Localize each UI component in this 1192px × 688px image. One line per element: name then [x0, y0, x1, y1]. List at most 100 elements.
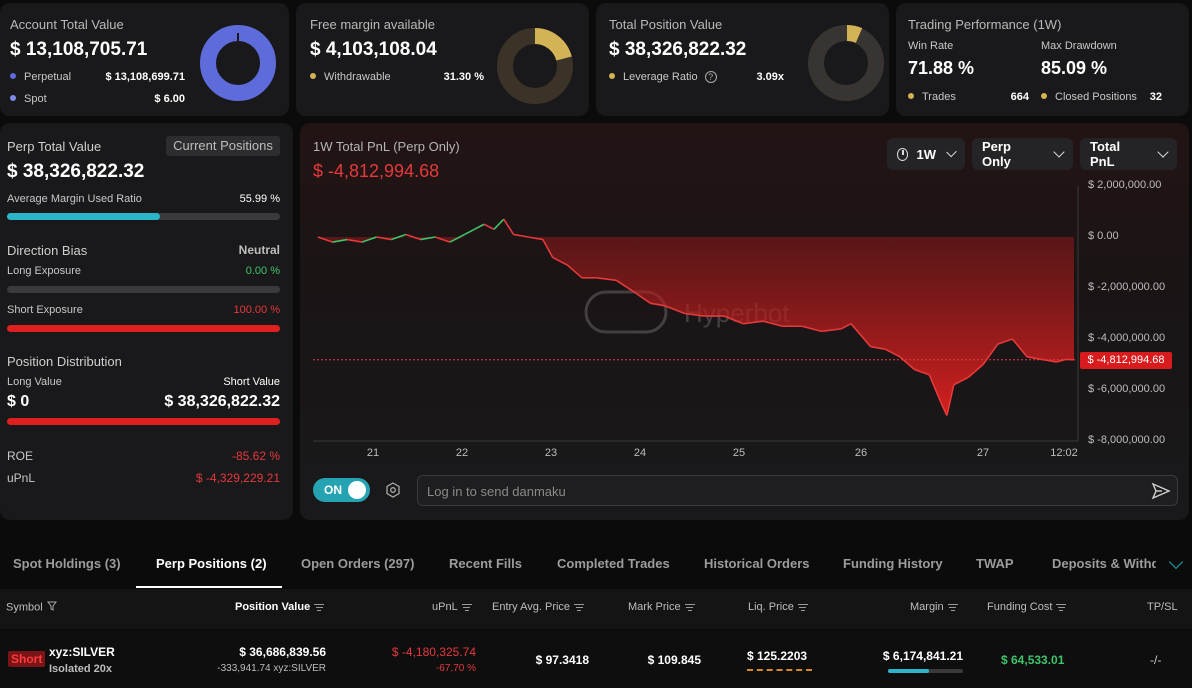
pnl-line-segment	[870, 345, 886, 350]
pnl-line-segment	[483, 223, 495, 231]
pnl-line-segment	[1026, 356, 1042, 361]
pnl-line-segment	[914, 368, 930, 376]
metric-dropdown[interactable]: Total PnL	[1080, 138, 1177, 170]
pnl-area	[317, 237, 1074, 416]
position-value-value: $ 38,326,822.32	[609, 39, 747, 60]
liq-price-cell: $ 125.2203	[747, 649, 808, 663]
x-tick-label: 12:02	[1050, 447, 1078, 459]
pnl-line-segment	[503, 218, 515, 235]
tpsl-cell[interactable]: -/-	[1150, 653, 1162, 667]
account-total-card: Account Total Value $ 13,108,705.71 Perp…	[0, 3, 289, 116]
perp-total-title: Perp Total Value	[7, 139, 102, 154]
send-icon[interactable]	[1151, 482, 1171, 500]
symbol-name[interactable]: xyz:SILVER	[49, 645, 115, 659]
margin-cell: $ 6,174,841.21	[882, 649, 963, 663]
pnl-line-segment	[493, 218, 505, 230]
y-tick-label: $ -4,000,000.00	[1088, 332, 1166, 344]
pnl-line-segment	[449, 233, 465, 243]
sort-icon[interactable]	[574, 602, 585, 613]
trading-performance-card: Trading Performance (1W) Win Rate 71.88 …	[896, 3, 1189, 116]
x-tick-label: 25	[732, 447, 746, 459]
pnl-line-segment	[552, 256, 568, 266]
tab-6[interactable]: Funding History	[843, 556, 943, 571]
short-exposure-value: 100.00 %	[233, 304, 280, 316]
tab-1[interactable]: Perp Positions (2)	[156, 556, 267, 571]
settings-icon[interactable]	[385, 482, 401, 498]
pnl-line-segment	[635, 292, 651, 304]
pnl-line-segment	[420, 236, 436, 241]
danmaku-toggle[interactable]: ON	[313, 478, 370, 502]
danmaku-input[interactable]: Log in to send danmaku	[417, 475, 1178, 506]
pnl-line-segment	[997, 338, 1013, 345]
column-header-6[interactable]: Margin	[910, 601, 958, 613]
x-tick-label: 22	[455, 447, 469, 459]
tab-7[interactable]: TWAP	[976, 556, 1014, 571]
column-header-8[interactable]: TP/SL	[1147, 601, 1178, 613]
sort-icon[interactable]	[684, 602, 695, 613]
column-header-4[interactable]: Mark Price	[628, 601, 695, 613]
current-value-badge: $ -4,812,994.68	[1080, 351, 1172, 369]
y-tick-label: $ 2,000,000.00	[1088, 179, 1162, 191]
pnl-line-segment	[528, 236, 544, 241]
pnl-line-segment	[347, 238, 363, 243]
pnl-line-segment	[513, 233, 529, 238]
help-icon[interactable]: ?	[704, 71, 717, 83]
sort-icon[interactable]	[947, 602, 958, 613]
column-header-2[interactable]: uPnL	[432, 601, 472, 613]
pnl-line-segment	[884, 348, 901, 358]
chart-title: 1W Total PnL (Perp Only)	[313, 139, 460, 154]
tab-2[interactable]: Open Orders (297)	[301, 556, 415, 571]
x-tick-label: 23	[544, 447, 558, 459]
short-exposure-bar	[7, 325, 280, 332]
current-positions-button[interactable]: Current Positions	[166, 136, 280, 156]
y-tick-label: $ -6,000,000.00	[1088, 383, 1166, 395]
sort-icon[interactable]	[1056, 602, 1067, 613]
trades-label: Trades	[908, 91, 956, 103]
avg-margin-bar	[7, 213, 280, 220]
column-header-5[interactable]: Liq. Price	[748, 601, 808, 613]
pnl-line-segment	[928, 374, 942, 404]
pnl-line-segment	[840, 322, 852, 330]
free-margin-card: Free margin available $ 4,103,108.04 Wit…	[296, 3, 589, 116]
toggle-knob	[348, 481, 366, 499]
sort-icon[interactable]	[461, 602, 472, 613]
leverage-value: 3.09x	[756, 71, 784, 83]
long-exposure-label: Long Exposure	[7, 265, 81, 277]
filter-icon[interactable]	[46, 601, 57, 614]
scope-dropdown[interactable]: Perp Only	[972, 138, 1073, 170]
max-drawdown-value: 85.09 %	[1041, 58, 1108, 78]
column-header-3[interactable]: Entry Avg. Price	[492, 601, 585, 613]
metric-value: Total PnL	[1090, 139, 1121, 169]
table-row[interactable]	[0, 630, 1192, 688]
sort-icon[interactable]	[314, 602, 325, 613]
toggle-label: ON	[324, 483, 342, 497]
pnl-line-segment	[664, 305, 686, 315]
column-header-7[interactable]: Funding Cost	[987, 601, 1067, 613]
tab-3[interactable]: Recent Fills	[449, 556, 522, 571]
timeframe-dropdown[interactable]: 1W	[887, 138, 965, 170]
upnl-value: $ -4,329,229.21	[195, 471, 280, 485]
margin-bar	[888, 669, 963, 673]
distribution-bar	[7, 418, 280, 425]
liq-price-underline	[747, 669, 812, 671]
pnl-line-segment	[390, 233, 407, 241]
tab-8[interactable]: Deposits & Withd	[1052, 556, 1156, 571]
tab-5[interactable]: Historical Orders	[704, 556, 810, 571]
column-header-1[interactable]: Position Value	[235, 601, 325, 613]
tab-0[interactable]: Spot Holdings (3)	[13, 556, 121, 571]
pnl-line-segment	[821, 328, 842, 333]
column-header-0[interactable]: Symbol	[6, 601, 57, 614]
direction-bias-label: Direction Bias	[7, 243, 88, 258]
funding-cost-cell: $ 64,533.01	[1001, 653, 1065, 667]
position-donut-chart	[808, 24, 884, 101]
sort-icon[interactable]	[797, 602, 808, 613]
tab-4[interactable]: Completed Trades	[557, 556, 670, 571]
pnl-line-segment	[982, 343, 999, 365]
closed-positions-label: Closed Positions	[1041, 91, 1137, 103]
y-tick-label: $ -8,000,000.00	[1088, 434, 1166, 446]
win-rate-value: 71.88 %	[908, 58, 975, 78]
mark-price-cell: $ 109.845	[647, 653, 701, 667]
side-badge: Short	[8, 651, 46, 667]
direction-bias-value: Neutral	[238, 243, 280, 257]
table-header-bar	[0, 589, 1192, 629]
